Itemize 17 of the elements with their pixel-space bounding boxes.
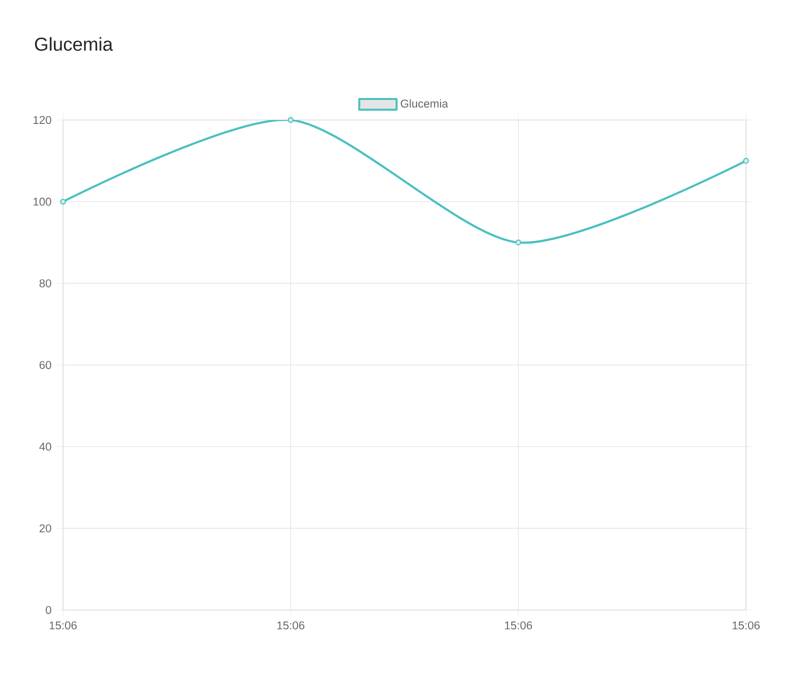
x-tick-label: 15:06 xyxy=(732,621,760,630)
legend-label: Glucemia xyxy=(400,99,448,108)
x-tick-label: 15:06 xyxy=(505,621,532,630)
point xyxy=(60,198,66,205)
chart-title: Glucemia xyxy=(34,37,113,51)
x-tick-label: 15:06 xyxy=(277,621,304,630)
point xyxy=(743,158,749,164)
point xyxy=(515,240,522,246)
y-tick-label: 20 xyxy=(40,524,52,532)
y-tick-label: 80 xyxy=(40,279,52,288)
y-tick-label: 120 xyxy=(34,116,52,124)
y-tick-label: 0 xyxy=(46,606,52,614)
y-tick-label: 40 xyxy=(39,442,52,451)
x-tick-label: 15:06 xyxy=(50,621,77,630)
y-tick-label: 100 xyxy=(34,198,52,206)
point xyxy=(288,117,294,123)
y-tick-label: 60 xyxy=(40,360,52,369)
